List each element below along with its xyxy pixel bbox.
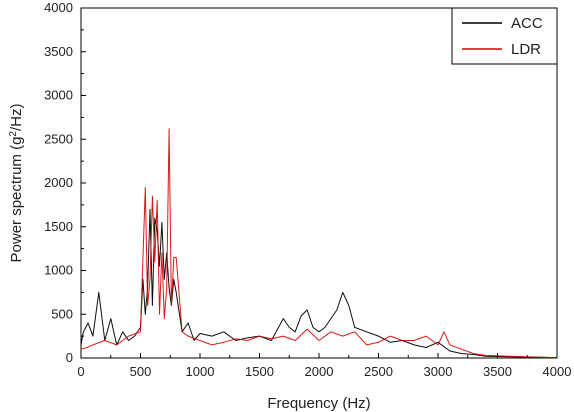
y-tick-label: 3500	[44, 44, 73, 59]
x-axis-label: Frequency (Hz)	[267, 395, 370, 412]
y-tick-label: 1000	[44, 263, 73, 278]
y-axis-label: Power spectrum (g2/Hz)	[8, 104, 26, 263]
y-tick-label: 1500	[44, 219, 73, 234]
y-tick-label: 4000	[44, 0, 73, 15]
x-tick-label: 500	[130, 364, 152, 379]
series-line-acc	[80, 208, 558, 359]
legend-box	[451, 7, 558, 65]
x-tick-label: 1500	[245, 364, 274, 379]
legend-label-ldr: LDR	[511, 41, 541, 58]
y-tick-label: 2000	[44, 175, 73, 190]
x-tick-label: 1000	[186, 364, 215, 379]
x-tick-label: 4000	[543, 364, 572, 379]
y-tick-label: 2500	[44, 131, 73, 146]
axis-ticks: 0 500 1000 1500 2000 2500 3000 3500 4000 0 500 1000…	[44, 0, 571, 379]
x-tick-label: 2500	[364, 364, 393, 379]
y-axis-label-main: Power spectrum (g	[8, 137, 25, 263]
x-tick-label: 3500	[483, 364, 512, 379]
data-series	[80, 128, 558, 359]
y-axis-label-superscript: 2	[8, 131, 19, 137]
x-tick-label: 2000	[305, 364, 334, 379]
series-line-ldr	[80, 128, 558, 359]
legend-label-acc: ACC	[511, 15, 543, 32]
x-tick-label: 3000	[424, 364, 453, 379]
y-tick-label: 3000	[44, 88, 73, 103]
y-tick-label: 0	[66, 350, 73, 365]
y-axis-label-tail: /Hz)	[8, 104, 25, 132]
y-tick-label: 500	[51, 306, 73, 321]
legend: ACC LDR	[451, 7, 558, 65]
x-tick-label: 0	[77, 364, 84, 379]
